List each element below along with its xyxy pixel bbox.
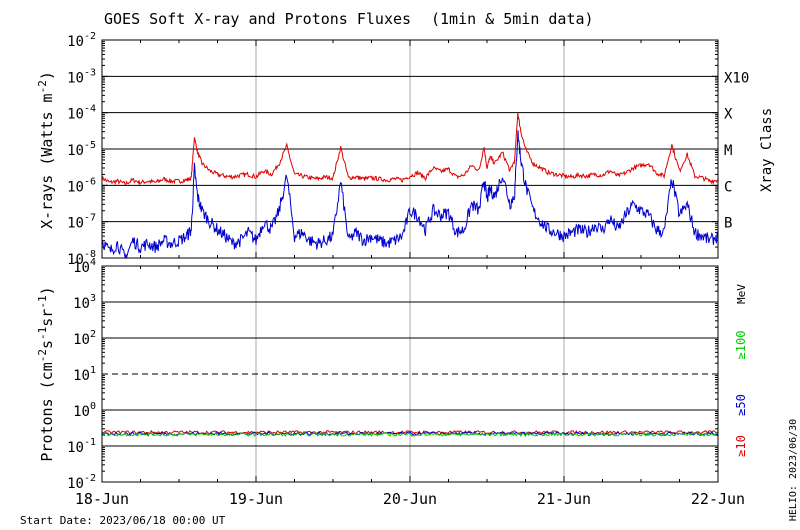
proton-tick-label: 101 [73, 365, 96, 384]
xray-tick-label: 10-2 [67, 31, 96, 50]
proton-series-line [101, 431, 719, 438]
x-tick-label: 22-Jun [691, 490, 745, 508]
energy-unit-label: MeV [735, 284, 748, 304]
xray-class-label: X10 [724, 70, 749, 86]
xray-frame [101, 39, 719, 259]
xray-y-axis-label: X-rays (Watts m-2) [36, 71, 56, 229]
x-tick-label: 21-Jun [537, 490, 591, 508]
chart-subtitle: (1min & 5min data) [431, 10, 594, 28]
xray-tick-label: 10-6 [67, 176, 96, 195]
chart-title: GOES Soft X-ray and Protons Fluxes [104, 10, 411, 28]
xray-class-title: Xray Class [759, 108, 775, 192]
xray-class-label: B [724, 216, 732, 232]
xray-class-label: M [724, 143, 732, 159]
x-axis: 18-Jun 19-Jun 20-Jun 21-Jun 22-Jun [75, 490, 745, 508]
proton-tick-label: 102 [73, 329, 96, 348]
x-tick-label: 18-Jun [75, 490, 129, 508]
proton-tick-label: 104 [73, 257, 96, 276]
xray-series-line [101, 130, 719, 260]
xray-class-label: C [724, 179, 732, 195]
proton-tick-label: 103 [73, 293, 96, 312]
xray-series-line [101, 112, 719, 186]
xray-tick-label: 10-7 [67, 213, 96, 232]
xray-panel: 10-8 10-7 10-6 10-5 10-4 10-3 10-2 B C M X X10 [67, 31, 749, 268]
proton-panel: 10-2 10-1 100 101 102 103 104 ≥100 ≥50 ≥10 [67, 257, 748, 492]
proton-series-line [101, 431, 719, 437]
proton-tick-label: 100 [73, 401, 96, 420]
xray-tick-label: 10-3 [67, 67, 96, 86]
x-tick-label: 19-Jun [229, 490, 283, 508]
energy-channel-label: ≥100 [734, 331, 748, 360]
energy-channel-label: ≥10 [734, 435, 748, 457]
xray-tick-label: 10-5 [67, 140, 96, 159]
proton-y-axis-label: Protons (cm-2s-1sr-1) [36, 286, 56, 461]
proton-frame [101, 265, 719, 483]
proton-tick-label: 10-1 [67, 437, 96, 456]
side-stamp: HELIO: 2023/06/30 [788, 419, 799, 521]
xray-tick-label: 10-4 [67, 104, 96, 123]
xray-class-label: X [724, 107, 733, 123]
start-date-label: Start Date: 2023/06/18 00:00 UT [20, 514, 226, 527]
xray-tick-label: 10-8 [67, 249, 96, 268]
energy-channel-label: ≥50 [734, 394, 748, 416]
proton-tick-label: 10-2 [67, 473, 96, 492]
x-tick-label: 20-Jun [383, 490, 437, 508]
